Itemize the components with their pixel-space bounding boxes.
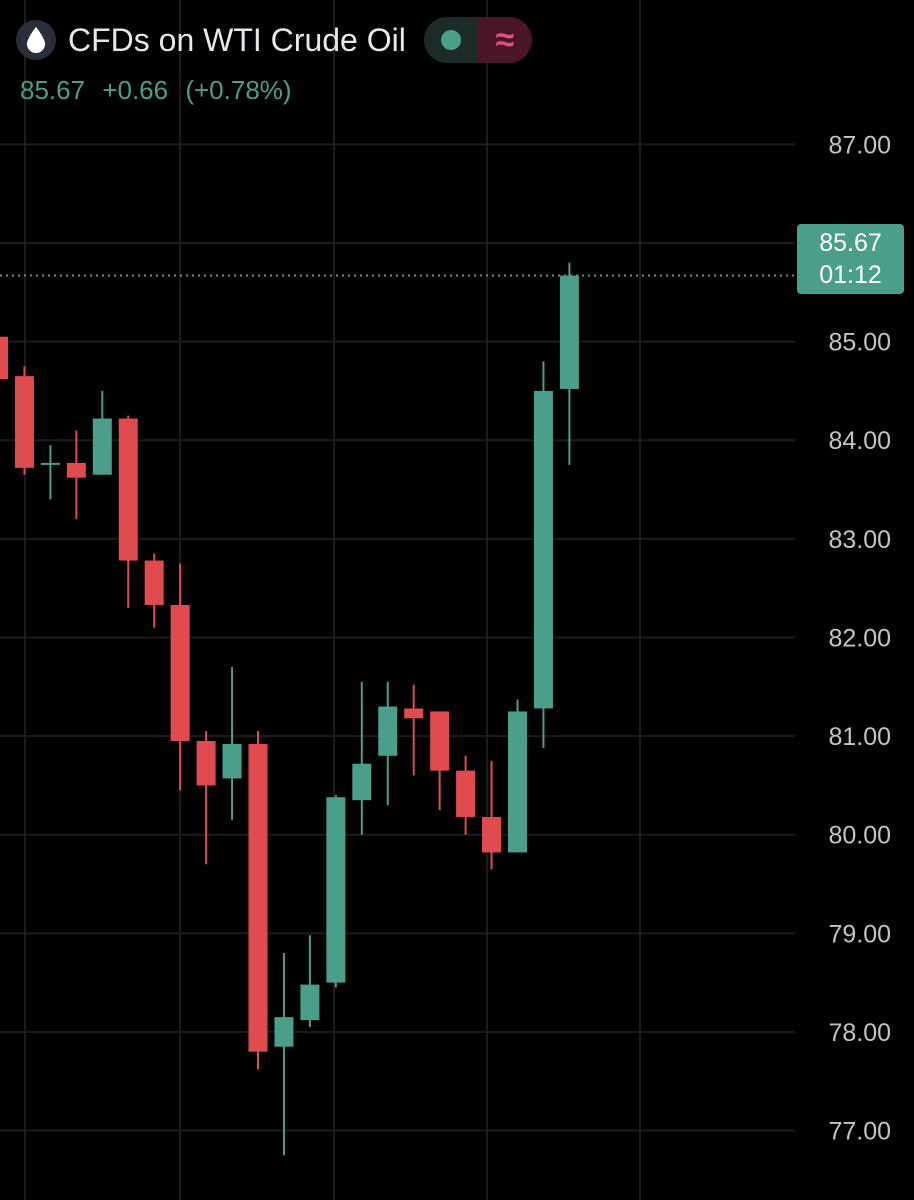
candle [456,755,476,835]
market-open-dot [440,30,461,50]
candle-body [118,418,138,561]
candle-body [66,462,86,478]
candle-body [92,418,112,475]
candle [482,760,502,870]
candle-body [533,390,553,709]
price-axis-label: 79.00 [828,920,891,948]
bar-countdown: 01:12 [819,261,882,289]
candle [40,445,60,500]
market-status-pill[interactable]: ≈ [423,17,532,63]
candle-body [170,604,190,742]
candle-body [274,1017,294,1047]
price-change-percent: (+0.78%) [185,75,292,105]
candle-body [404,708,424,719]
approx-icon: ≈ [495,21,515,59]
candle [66,430,86,520]
candle-body [222,743,242,779]
candle [248,731,268,1070]
grid-lines [0,0,795,1200]
last-price: 85.67 [20,75,86,105]
candle [144,553,164,628]
candle [508,699,527,853]
price-axis-label: 78.00 [828,1019,891,1047]
candle [170,563,190,791]
price-axis-label: 84.00 [828,427,891,455]
price-axis-label: 85.00 [828,329,891,357]
candle [300,935,320,1028]
last-price-tag: 85.67 01:12 [797,224,904,294]
candle-body [196,741,216,786]
candle-body [14,376,34,468]
candle-body [144,560,164,605]
candle [404,684,424,776]
candle-body [40,462,60,465]
candle-body [430,711,450,771]
candle-body [326,797,346,983]
price-tag-value: 85.67 [819,229,882,257]
symbol-title[interactable]: CFDs on WTI Crude Oil [68,21,406,58]
price-axis-label: 77.00 [828,1118,891,1146]
candle [533,361,553,748]
candle [430,711,450,811]
price-axis-label: 80.00 [828,822,891,850]
candle-body [0,336,8,380]
candle-body [508,711,527,853]
price-axis-label: 81.00 [828,723,891,751]
price-axis-label: 83.00 [828,526,891,554]
candle [92,390,112,475]
candle-body [248,743,268,1052]
candle [326,795,346,988]
candles [0,262,579,1156]
candle [118,415,138,608]
candle [274,953,294,1156]
candle [378,681,398,806]
data-delay-indicator[interactable]: ≈ [477,17,532,63]
oil-drop-icon[interactable] [16,20,56,60]
candle [222,667,242,820]
candle-body [378,706,398,756]
candle [14,366,34,475]
candle [559,262,579,465]
candle [196,731,216,865]
candle [0,336,8,380]
candle-body [352,763,372,801]
chart-header: CFDs on WTI Crude Oil ≈ [16,16,532,64]
price-axis-label: 82.00 [828,624,891,652]
quote-line: 85.67 +0.66 (+0.78%) [20,75,292,106]
price-change: +0.66 [102,75,169,105]
candle [352,681,372,835]
candle-body [456,770,476,817]
market-open-indicator[interactable] [423,17,478,63]
candle-body [559,275,579,389]
candle-body [300,984,320,1021]
price-axis-label: 87.00 [828,131,891,159]
candle-body [482,816,502,853]
